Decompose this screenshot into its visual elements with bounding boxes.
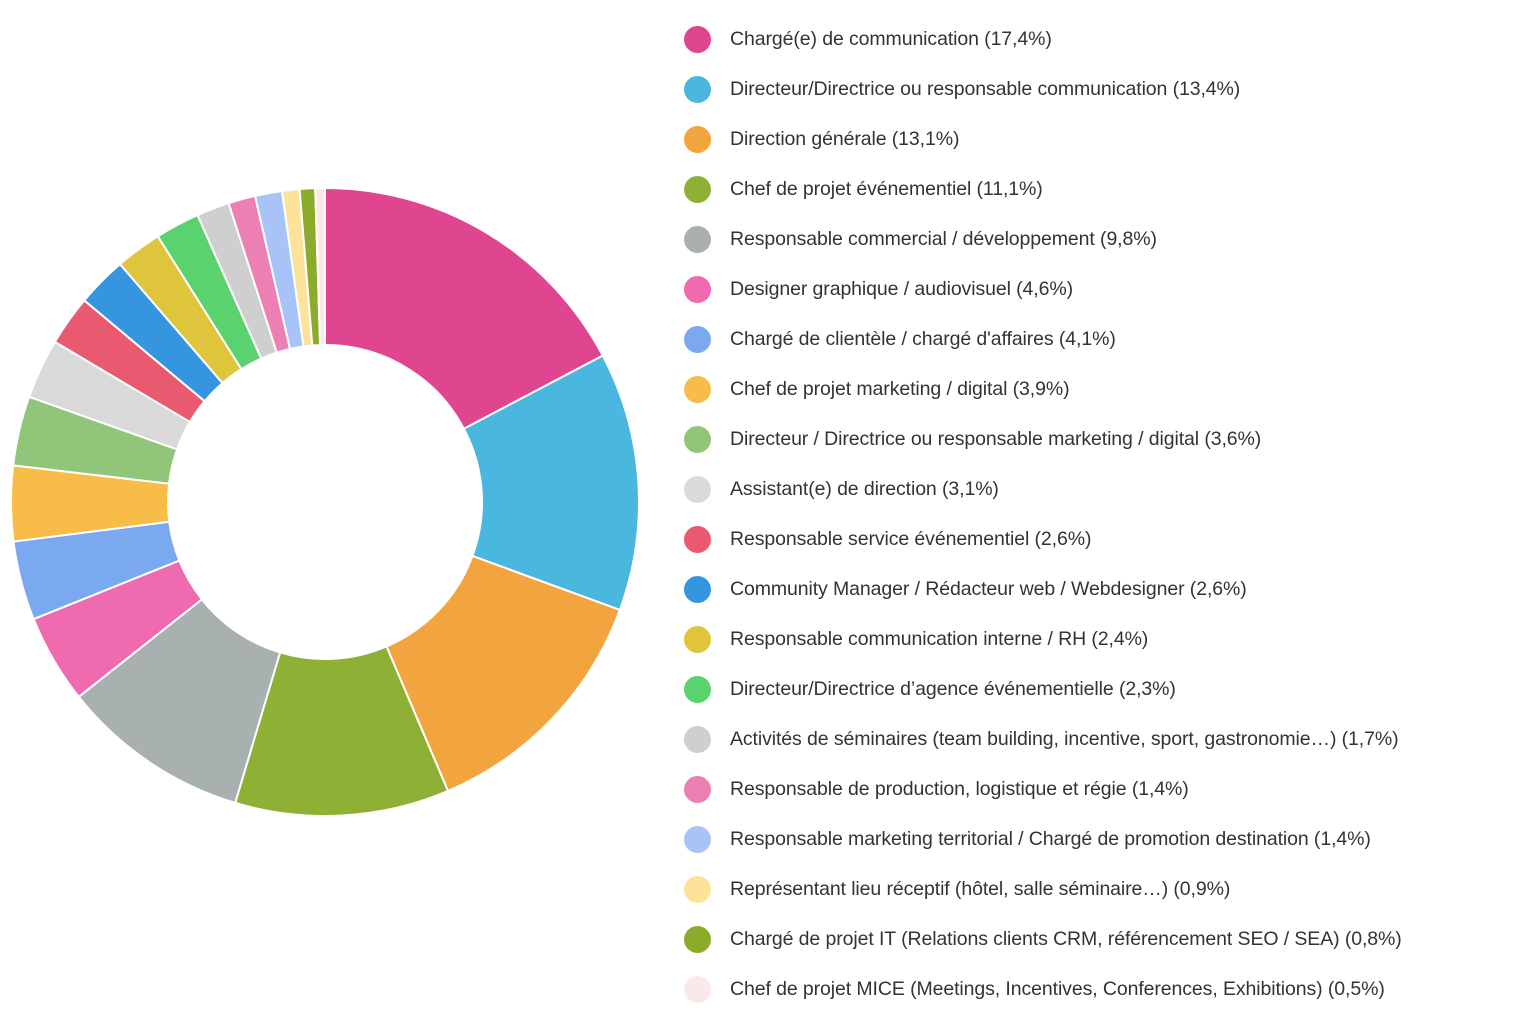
legend-label: Chef de projet MICE (Meetings, Incentive… xyxy=(730,977,1385,1000)
legend-item[interactable]: Community Manager / Rédacteur web / Webd… xyxy=(684,574,1247,604)
legend-swatch-icon xyxy=(684,575,711,603)
legend-swatch-icon xyxy=(684,625,711,653)
legend-swatch-icon xyxy=(684,275,711,303)
donut-slice-2[interactable] xyxy=(385,554,622,793)
legend-swatch-icon xyxy=(684,425,711,453)
legend-item[interactable]: Chargé(e) de communication (17,4%) xyxy=(684,24,1052,54)
legend-item[interactable]: Directeur/Directrice d’agence événementi… xyxy=(684,674,1176,704)
legend-swatch-icon xyxy=(684,975,711,1003)
donut-slice-0[interactable] xyxy=(324,186,605,431)
legend-label: Community Manager / Rédacteur web / Webd… xyxy=(730,577,1247,600)
legend-item[interactable]: Chef de projet événementiel (11,1%) xyxy=(684,174,1043,204)
legend-label: Chargé(e) de communication (17,4%) xyxy=(730,27,1052,50)
legend-item[interactable]: Responsable commercial / développement (… xyxy=(684,224,1157,254)
legend-swatch-icon xyxy=(684,225,711,253)
legend-label: Assistant(e) de direction (3,1%) xyxy=(730,477,999,500)
legend-label: Directeur/Directrice ou responsable comm… xyxy=(730,77,1241,100)
legend-label: Responsable service événementiel (2,6%) xyxy=(730,527,1092,550)
donut-slice-19[interactable] xyxy=(314,186,326,347)
legend-swatch-icon xyxy=(684,25,711,53)
legend-swatch-icon xyxy=(684,675,711,703)
legend-label: Direction générale (13,1%) xyxy=(730,127,960,150)
legend-swatch-icon xyxy=(684,875,711,903)
legend-item[interactable]: Responsable de production, logistique et… xyxy=(684,774,1189,804)
donut-chart xyxy=(10,186,640,817)
legend-item[interactable]: Activités de séminaires (team building, … xyxy=(684,724,1399,754)
legend-label: Responsable commercial / développement (… xyxy=(730,227,1157,250)
legend-item[interactable]: Directeur/Directrice ou responsable comm… xyxy=(684,74,1240,104)
legend-label: Activités de séminaires (team building, … xyxy=(730,727,1399,750)
legend-label: Directeur/Directrice d’agence événementi… xyxy=(730,677,1176,700)
legend-swatch-icon xyxy=(684,775,711,803)
legend-item[interactable]: Chef de projet marketing / digital (3,9%… xyxy=(684,374,1070,404)
legend-item[interactable]: Direction générale (13,1%) xyxy=(684,124,959,154)
legend-item[interactable]: Directeur / Directrice ou responsable ma… xyxy=(684,424,1261,454)
legend-item[interactable]: Chef de projet MICE (Meetings, Incentive… xyxy=(684,974,1385,1004)
legend-swatch-icon xyxy=(684,825,711,853)
donut-slice-1[interactable] xyxy=(462,354,640,612)
legend-swatch-icon xyxy=(684,325,711,353)
legend-swatch-icon xyxy=(684,925,711,953)
legend-swatch-icon xyxy=(684,375,711,403)
legend-label: Responsable communication interne / RH (… xyxy=(730,627,1149,650)
legend-item[interactable]: Représentant lieu réceptif (hôtel, salle… xyxy=(684,874,1230,904)
legend-swatch-icon xyxy=(684,125,711,153)
legend-label: Directeur / Directrice ou responsable ma… xyxy=(730,427,1262,450)
legend-item[interactable]: Responsable communication interne / RH (… xyxy=(684,624,1148,654)
legend-swatch-icon xyxy=(684,725,711,753)
legend-item[interactable]: Chargé de projet IT (Relations clients C… xyxy=(684,924,1402,954)
legend-label: Designer graphique / audiovisuel (4,6%) xyxy=(730,277,1073,300)
legend-label: Chargé de projet IT (Relations clients C… xyxy=(730,927,1402,950)
legend-swatch-icon xyxy=(684,475,711,503)
legend-item[interactable]: Responsable service événementiel (2,6%) xyxy=(684,524,1091,554)
legend-item[interactable]: Designer graphique / audiovisuel (4,6%) xyxy=(684,274,1073,304)
legend-item[interactable]: Responsable marketing territorial / Char… xyxy=(684,824,1371,854)
legend-label: Responsable de production, logistique et… xyxy=(730,777,1189,800)
legend-swatch-icon xyxy=(684,175,711,203)
legend-label: Responsable marketing territorial / Char… xyxy=(730,827,1371,850)
legend-item[interactable]: Assistant(e) de direction (3,1%) xyxy=(684,474,999,504)
legend-swatch-icon xyxy=(684,525,711,553)
legend-label: Chef de projet marketing / digital (3,9%… xyxy=(730,377,1070,400)
legend-item[interactable]: Chargé de clientèle / chargé d'affaires … xyxy=(684,324,1116,354)
legend-label: Représentant lieu réceptif (hôtel, salle… xyxy=(730,877,1231,900)
legend-swatch-icon xyxy=(684,75,711,103)
legend-label: Chargé de clientèle / chargé d'affaires … xyxy=(730,327,1116,350)
legend-label: Chef de projet événementiel (11,1%) xyxy=(730,177,1043,200)
